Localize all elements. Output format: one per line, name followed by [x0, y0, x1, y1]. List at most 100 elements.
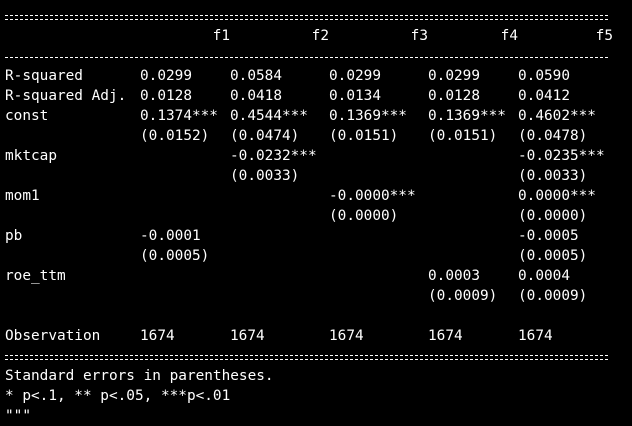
row-label	[5, 286, 140, 306]
row-label: R-squared	[5, 68, 83, 84]
column-header-f4: f4	[500, 28, 518, 44]
column-header-f3: f3	[410, 28, 428, 44]
table-cell: (0.0009)	[428, 288, 498, 304]
table-cell	[230, 226, 329, 246]
table-row: mktcap -0.0232*** -0.0235***	[5, 146, 632, 166]
table-cell	[428, 226, 518, 246]
table-cell	[230, 286, 329, 306]
table-cell: 0.1369***	[428, 108, 506, 124]
table-row: roe_ttm 0.0003 0.0004	[5, 266, 632, 286]
table-cell: 0.1374***	[140, 108, 218, 124]
table-cell: (0.0033)	[230, 168, 300, 184]
row-label: roe_ttm	[5, 268, 66, 284]
table-cell	[428, 146, 518, 166]
table-cell	[140, 206, 230, 226]
table-cell: 0.0003	[428, 268, 480, 284]
table-cell: -0.0005	[518, 228, 579, 244]
table-cell: 0.0299	[140, 68, 192, 84]
top-double-rule	[5, 6, 608, 26]
header-single-rule	[5, 46, 608, 66]
table-cell: (0.0005)	[518, 248, 588, 264]
table-cell: (0.0151)	[428, 128, 498, 144]
row-label	[5, 206, 140, 226]
table-cell: 0.0590	[518, 68, 570, 84]
observation-row: Observation 1674 1674 1674 1674 1674	[5, 326, 632, 346]
table-cell	[428, 206, 518, 226]
table-cell	[329, 266, 428, 286]
table-cell: -0.0235***	[518, 148, 605, 164]
table-row: pb -0.0001 -0.0005	[5, 226, 632, 246]
footer-triple-quote: """	[5, 408, 31, 424]
table-cell: 0.4544***	[230, 108, 308, 124]
blank-line	[5, 306, 632, 326]
table-cell: 1674	[230, 328, 265, 344]
table-cell: (0.0033)	[518, 168, 588, 184]
table-row: (0.0033) (0.0033)	[5, 166, 632, 186]
table-cell: 0.0299	[329, 68, 381, 84]
header-spacer	[5, 26, 140, 46]
table-cell	[329, 166, 428, 186]
table-cell: (0.0152)	[140, 128, 210, 144]
column-header-f5: f5	[595, 28, 613, 44]
table-cell: 1674	[329, 328, 364, 344]
table-cell: 0.0418	[230, 88, 282, 104]
table-cell: 0.0128	[428, 88, 480, 104]
table-cell	[428, 246, 518, 266]
bottom-double-rule	[5, 346, 608, 366]
table-row: R-squared Adj. 0.0128 0.0418 0.0134 0.0128 0.…	[5, 86, 632, 106]
table-cell: 0.0134	[329, 88, 381, 104]
table-cell	[329, 246, 428, 266]
table-cell: 0.1369***	[329, 108, 407, 124]
column-header-row: f1 f2 f3 f4 f5	[5, 26, 632, 46]
table-cell: 0.0412	[518, 88, 570, 104]
table-cell: 1674	[140, 328, 175, 344]
table-row: (0.0009) (0.0009)	[5, 286, 632, 306]
row-label: Observation	[5, 328, 101, 344]
column-header-f2: f2	[311, 28, 329, 44]
table-cell	[428, 166, 518, 186]
table-cell	[428, 186, 518, 206]
table-cell	[140, 266, 230, 286]
table-row: R-squared 0.0299 0.0584 0.0299 0.0299 0.0590	[5, 66, 632, 86]
table-cell	[140, 186, 230, 206]
table-cell	[230, 206, 329, 226]
table-cell	[140, 166, 230, 186]
table-row: mom1 -0.0000*** 0.0000***	[5, 186, 632, 206]
table-cell: (0.0478)	[518, 128, 588, 144]
column-header-f1: f1	[212, 28, 230, 44]
table-cell: (0.0000)	[518, 208, 588, 224]
table-cell: 1674	[518, 328, 553, 344]
row-label: R-squared Adj.	[5, 88, 127, 104]
table-cell: -0.0000***	[329, 188, 416, 204]
row-label: mktcap	[5, 148, 57, 164]
table-row: const 0.1374*** 0.4544*** 0.1369*** 0.1369**…	[5, 106, 632, 126]
table-cell	[230, 186, 329, 206]
table-cell	[140, 286, 230, 306]
table-cell: -0.0001	[140, 228, 201, 244]
table-row: (0.0005) (0.0005)	[5, 246, 632, 266]
row-label: const	[5, 108, 49, 124]
table-cell: 1674	[428, 328, 463, 344]
table-cell	[140, 146, 230, 166]
row-label	[5, 246, 140, 266]
table-cell: (0.0000)	[329, 208, 399, 224]
footer-note-significance: * p<.1, ** p<.05, ***p<.01	[5, 388, 231, 404]
table-cell: (0.0005)	[140, 248, 210, 264]
table-cell	[230, 266, 329, 286]
table-cell: 0.0128	[140, 88, 192, 104]
table-cell	[329, 146, 428, 166]
regression-table-body: R-squared 0.0299 0.0584 0.0299 0.0299 0.0590 R…	[5, 66, 632, 306]
table-cell: 0.0299	[428, 68, 480, 84]
table-cell: 0.0004	[518, 268, 570, 284]
table-row: (0.0152) (0.0474) (0.0151) (0.0151) (0.0478)	[5, 126, 632, 146]
table-cell: (0.0151)	[329, 128, 399, 144]
table-row: (0.0000) (0.0000)	[5, 206, 632, 226]
table-cell	[230, 246, 329, 266]
table-cell: -0.0232***	[230, 148, 317, 164]
table-cell: 0.0584	[230, 68, 282, 84]
table-cell: (0.0474)	[230, 128, 300, 144]
row-label	[5, 166, 140, 186]
row-label: mom1	[5, 188, 40, 204]
footer-note-standard-errors: Standard errors in parentheses.	[5, 368, 274, 384]
